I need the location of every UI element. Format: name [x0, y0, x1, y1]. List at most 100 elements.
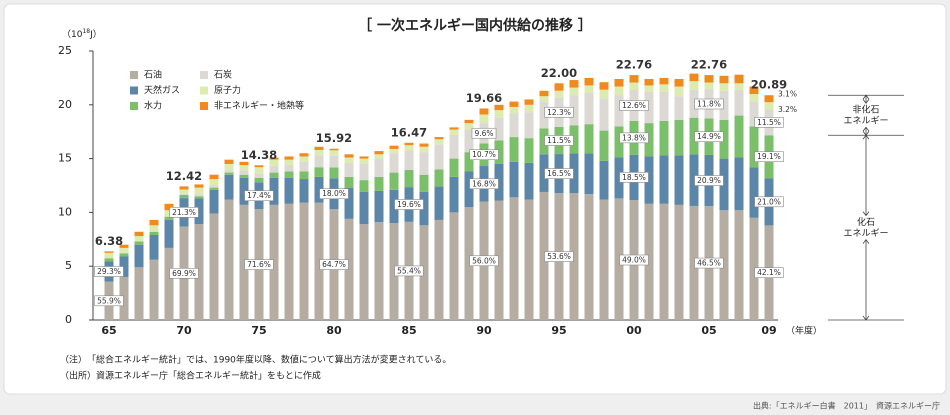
x-tick-label: 00 — [626, 324, 642, 337]
x-tick-label: 09 — [761, 324, 776, 337]
bar-segment — [314, 176, 324, 203]
share-label-bg — [619, 172, 649, 183]
legend-label: 石油 — [144, 69, 162, 81]
share-label: 69.9% — [172, 269, 196, 278]
bar-segment — [389, 145, 399, 149]
y-tick-label: 5 — [65, 259, 72, 272]
legend-swatch — [130, 86, 138, 95]
bar-segment — [194, 198, 204, 225]
bar-segment — [329, 150, 339, 156]
share-label: 19.6% — [397, 200, 421, 209]
bar-segment — [569, 153, 579, 194]
bar-segment — [674, 119, 684, 156]
share-label-bg — [244, 259, 274, 270]
bar-segment — [179, 186, 189, 190]
share-label: 18.5% — [622, 173, 646, 182]
bar-segment — [269, 204, 279, 320]
bar-segment — [284, 203, 294, 320]
share-label: 18.0% — [322, 189, 346, 198]
share-label-bg — [394, 199, 424, 210]
bar-segment — [629, 75, 639, 83]
bar-segment — [719, 210, 729, 320]
share-label: 71.6% — [247, 260, 271, 269]
bar-segment — [584, 153, 594, 195]
bar-segment — [209, 185, 219, 188]
share-label-box: 20.9% — [694, 175, 724, 186]
bar-segment — [584, 85, 594, 93]
legend-swatch — [130, 71, 138, 79]
bar-segment — [494, 140, 504, 164]
share-label-bg — [244, 190, 274, 202]
share-label: 9.6% — [474, 129, 493, 138]
bar-segment — [404, 150, 414, 170]
share-label: 3.1% — [778, 90, 797, 99]
bar-segment — [329, 167, 339, 179]
bar-segment — [689, 89, 699, 118]
share-label: 55.9% — [97, 296, 121, 305]
total-label: 22.76 — [616, 58, 652, 72]
bar-segment — [749, 217, 759, 320]
share-label: 17.4% — [247, 191, 271, 200]
share-label-bg — [694, 257, 724, 269]
bar-segment — [464, 207, 474, 320]
share-label-bg — [94, 266, 124, 277]
bar-segment — [164, 247, 174, 320]
share-label: 11.8% — [697, 99, 721, 108]
bar-segment — [419, 174, 429, 192]
bar-segment — [179, 194, 189, 199]
share-label: 55.4% — [397, 266, 421, 275]
legend-label: 原子力 — [214, 84, 241, 96]
bar-segment — [284, 171, 294, 178]
bar-segment — [254, 177, 264, 183]
share-label-bg — [319, 188, 349, 200]
bar-segment — [659, 84, 669, 92]
bar-segment — [539, 101, 549, 129]
share-label-box: 55.4% — [394, 265, 424, 277]
bar-segment — [464, 171, 474, 208]
bar-segment — [734, 89, 744, 116]
bar-segment — [164, 210, 174, 217]
bar-segment — [599, 160, 609, 200]
bar-segment — [734, 83, 744, 90]
share-label: 20.9% — [697, 176, 721, 185]
bar-segment — [119, 247, 129, 254]
total-label: 16.47 — [391, 125, 427, 139]
legend-swatch — [130, 102, 138, 110]
bar-segment — [224, 159, 234, 164]
bar-segment — [344, 218, 354, 320]
share-label-box: 56.0% — [469, 255, 499, 267]
y-tick-label: 25 — [58, 44, 72, 57]
bar-segment — [674, 155, 684, 205]
share-label: 19.1% — [757, 152, 781, 161]
arrow-head — [862, 94, 870, 100]
bar-segment — [149, 225, 159, 232]
bar-segment — [344, 187, 354, 219]
bar-segment — [449, 212, 459, 320]
bar-segment — [269, 177, 279, 205]
bar-segment — [734, 115, 744, 158]
bar-segment — [554, 83, 564, 91]
bar-segment — [599, 82, 609, 90]
chart-title: ［ 一次エネルギー国内供給の推移 ］ — [358, 17, 592, 34]
share-label-box: 11.8% — [694, 98, 724, 110]
bar-segment — [209, 189, 219, 214]
bar-segment — [254, 167, 264, 174]
bar-segment — [689, 154, 699, 206]
bar-segment — [374, 154, 384, 159]
bar-segment — [434, 186, 444, 220]
legend-label: 天然ガス — [144, 84, 180, 96]
bar-segment — [569, 95, 579, 126]
bar-segment — [269, 157, 279, 160]
bar-segment — [644, 203, 654, 320]
bar-segment — [389, 153, 399, 173]
bar-segment — [734, 74, 744, 84]
bar-segment — [194, 196, 204, 199]
bar-segment — [239, 177, 249, 205]
bar-segment — [434, 219, 444, 320]
bar-segment — [599, 130, 609, 161]
bar-segment — [194, 194, 204, 197]
total-label: 15.92 — [316, 131, 352, 145]
x-axis-label: （年度） — [786, 325, 822, 337]
bar-segment — [614, 198, 624, 320]
bar-segment — [644, 91, 654, 124]
